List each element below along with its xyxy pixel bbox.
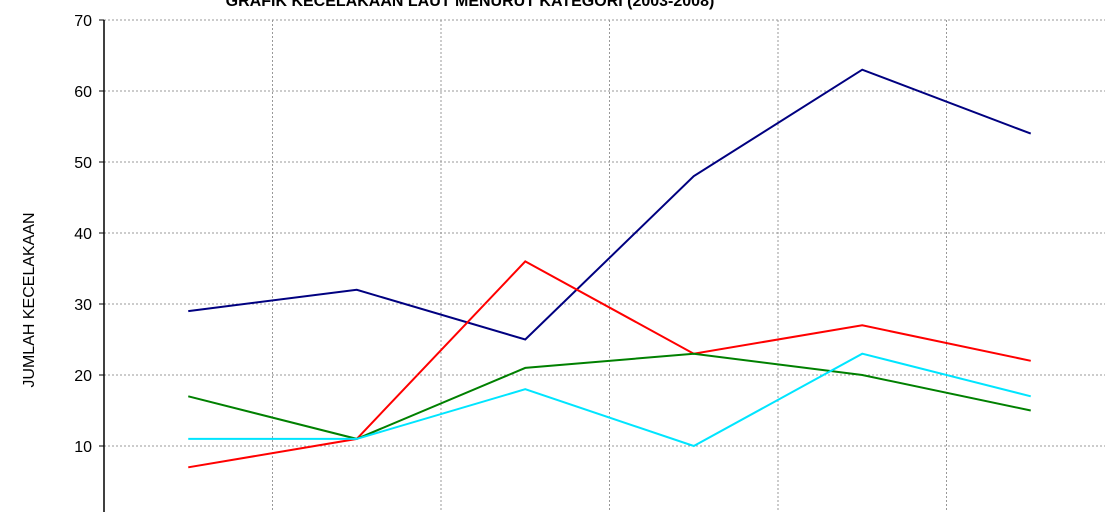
y-tick-label: 30 bbox=[74, 297, 92, 314]
y-tick-label: 0 bbox=[83, 510, 92, 512]
y-tick-label: 50 bbox=[74, 155, 92, 172]
line-series bbox=[188, 352, 1031, 448]
chart-title: GRAFIK KECELAKAAN LAUT MENURUT KATEGORI … bbox=[226, 0, 715, 10]
y-tick-label: 20 bbox=[74, 368, 92, 385]
y-tick-label: 40 bbox=[74, 226, 92, 243]
line-series bbox=[188, 68, 1032, 341]
y-tick-label: 60 bbox=[74, 84, 92, 101]
line-series bbox=[188, 260, 1031, 469]
y-tick-label: 10 bbox=[74, 439, 92, 456]
line-series bbox=[188, 352, 1031, 440]
y-tick-label: 70 bbox=[74, 13, 92, 30]
y-axis-label: JUMLAH KECELAKAAN bbox=[21, 212, 38, 387]
